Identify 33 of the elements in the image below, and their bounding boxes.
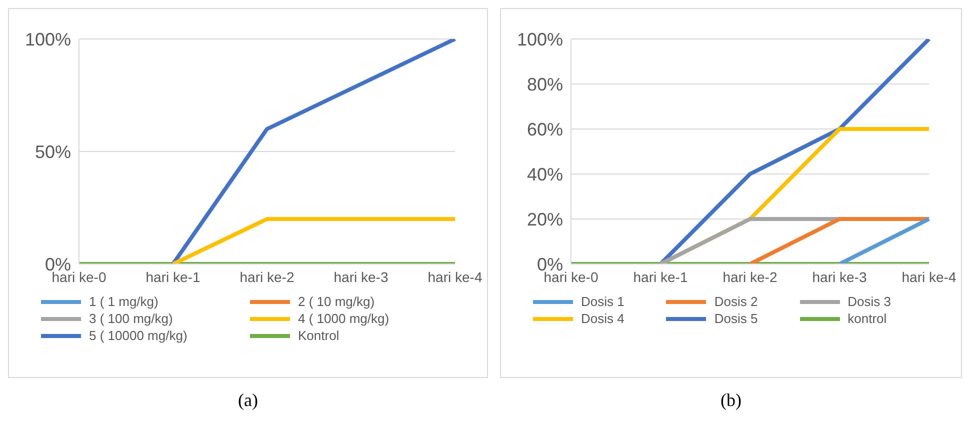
legend-label: 5 ( 10000 mg/kg): [89, 328, 188, 343]
x-tick-label: hari ke-1: [146, 268, 200, 285]
y-tick-label: 100%: [516, 29, 563, 50]
x-tick-label: hari ke-1: [633, 268, 688, 285]
y-tick-label: 0%: [536, 254, 563, 274]
legend-label: kontrol: [848, 311, 887, 326]
line-series: [658, 39, 931, 264]
legend-label: 4 ( 1000 mg/kg): [298, 311, 390, 326]
x-tick-label: hari ke-3: [334, 268, 388, 285]
legend-label: 1 ( 1 mg/kg): [89, 294, 158, 309]
legend-label: Dosis 2: [714, 294, 758, 309]
y-tick-label: 80%: [526, 74, 563, 94]
y-tick-label: 100%: [24, 29, 71, 50]
legend-label: Dosis 1: [581, 294, 624, 309]
y-tick-label: 40%: [526, 164, 563, 184]
legend-label: Dosis 3: [848, 294, 892, 309]
x-tick-label: hari ke-2: [722, 268, 778, 285]
text: (b): [720, 390, 742, 411]
y-tick-label: 50%: [34, 142, 71, 162]
legend-label: Kontrol: [298, 328, 340, 343]
y-tick-label: 20%: [526, 209, 563, 230]
x-tick-label: hari ke-3: [812, 268, 867, 285]
line-series: [171, 39, 457, 264]
x-tick-label: hari ke-4: [428, 268, 482, 285]
legend-label: 2 ( 10 mg/kg): [298, 294, 375, 309]
legend-label: Dosis 4: [581, 311, 624, 326]
legend-label: 3 ( 100 mg/kg): [89, 311, 173, 326]
x-tick-label: hari ke-4: [902, 268, 956, 285]
legend-label: Dosis 5: [714, 311, 758, 326]
y-tick-label: 60%: [526, 119, 563, 140]
y-tick-label: 0%: [44, 254, 71, 274]
text: (a): [237, 390, 259, 411]
x-tick-label: hari ke-2: [240, 268, 294, 285]
